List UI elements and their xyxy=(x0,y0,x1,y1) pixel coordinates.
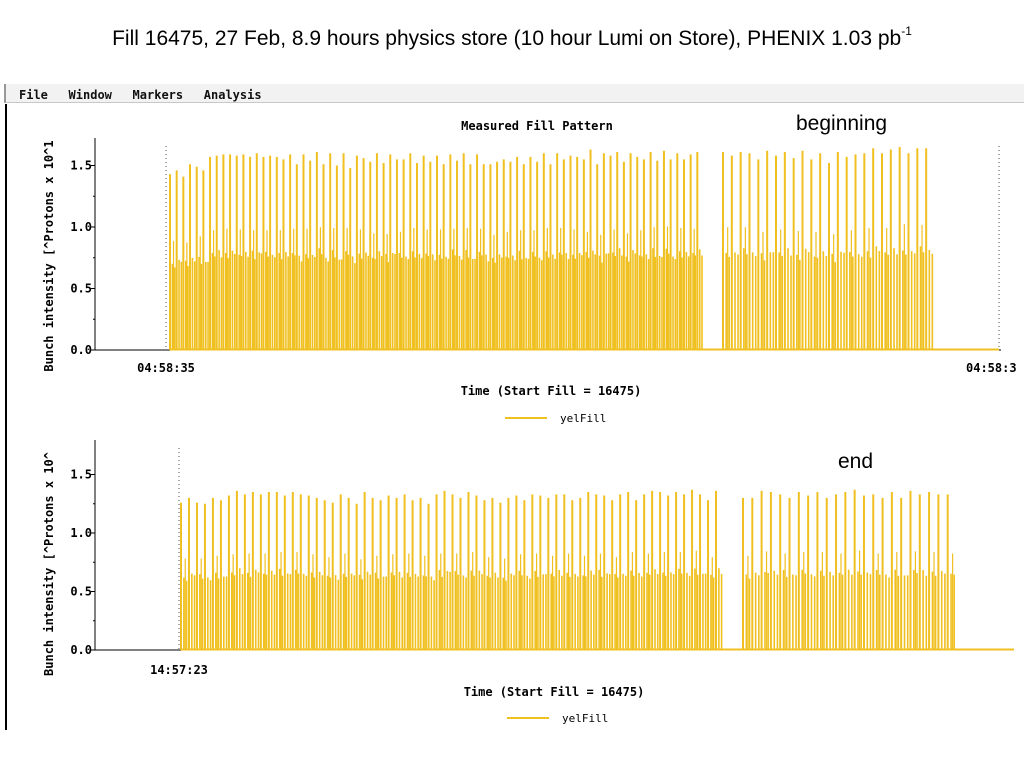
annotation-beginning: beginning xyxy=(796,112,888,135)
y-tick-label: 0.0 xyxy=(70,343,92,357)
y-axis-label: Bunch intensity [^Protons x 10^ xyxy=(42,452,56,676)
menu-analysis[interactable]: Analysis xyxy=(203,88,262,102)
menu-bar: File Window Markers Analysis xyxy=(4,84,1024,103)
window-frame-left-bottom xyxy=(5,430,7,730)
x-tick-label-start: 04:58:35 xyxy=(137,361,195,375)
slide-title-superscript: -1 xyxy=(901,24,912,38)
bunch-bars xyxy=(169,147,999,351)
y-tick-label: 0.5 xyxy=(70,282,92,296)
legend-label: yelFill xyxy=(560,412,606,425)
menu-file[interactable]: File xyxy=(19,88,48,102)
chart-end: Bunch intensity [^Protons x 10^ 0.0 0.5 1.… xyxy=(42,440,1014,725)
y-axis-label: Bunch intensity [^Protons x 10^1 xyxy=(42,140,56,371)
menu-markers[interactable]: Markers xyxy=(132,88,184,102)
x-tick-label-start: 14:57:23 xyxy=(150,663,208,677)
y-tick-label: 0.0 xyxy=(70,643,92,657)
slide-title: Fill 16475, 27 Feb, 8.9 hours physics st… xyxy=(0,24,1024,51)
y-tick-label: 1.0 xyxy=(70,220,92,234)
x-tick-label-end: 04:58:3 xyxy=(966,361,1017,375)
y-tick-label: 1.0 xyxy=(70,526,92,540)
menu-window[interactable]: Window xyxy=(68,88,112,102)
bunch-bars xyxy=(180,489,1014,651)
y-ticks: 0.0 0.5 1.0 1.5 xyxy=(70,468,95,657)
x-axis-label: Time (Start Fill = 16475) xyxy=(461,384,642,398)
y-tick-label: 0.5 xyxy=(70,585,92,599)
chart-beginning: Measured Fill Pattern Bunch intensity [^… xyxy=(42,119,1017,425)
y-ticks: 0.0 0.5 1.0 1.5 xyxy=(70,159,95,357)
y-tick-label: 1.5 xyxy=(70,159,92,173)
window-frame-left-top xyxy=(5,104,7,430)
annotation-end: end xyxy=(838,450,874,473)
x-axis-label: Time (Start Fill = 16475) xyxy=(464,685,645,699)
legend-label: yelFill xyxy=(562,712,608,725)
y-tick-label: 1.5 xyxy=(70,468,92,482)
slide-title-text: Fill 16475, 27 Feb, 8.9 hours physics st… xyxy=(112,27,902,50)
chart-title: Measured Fill Pattern xyxy=(461,119,613,133)
